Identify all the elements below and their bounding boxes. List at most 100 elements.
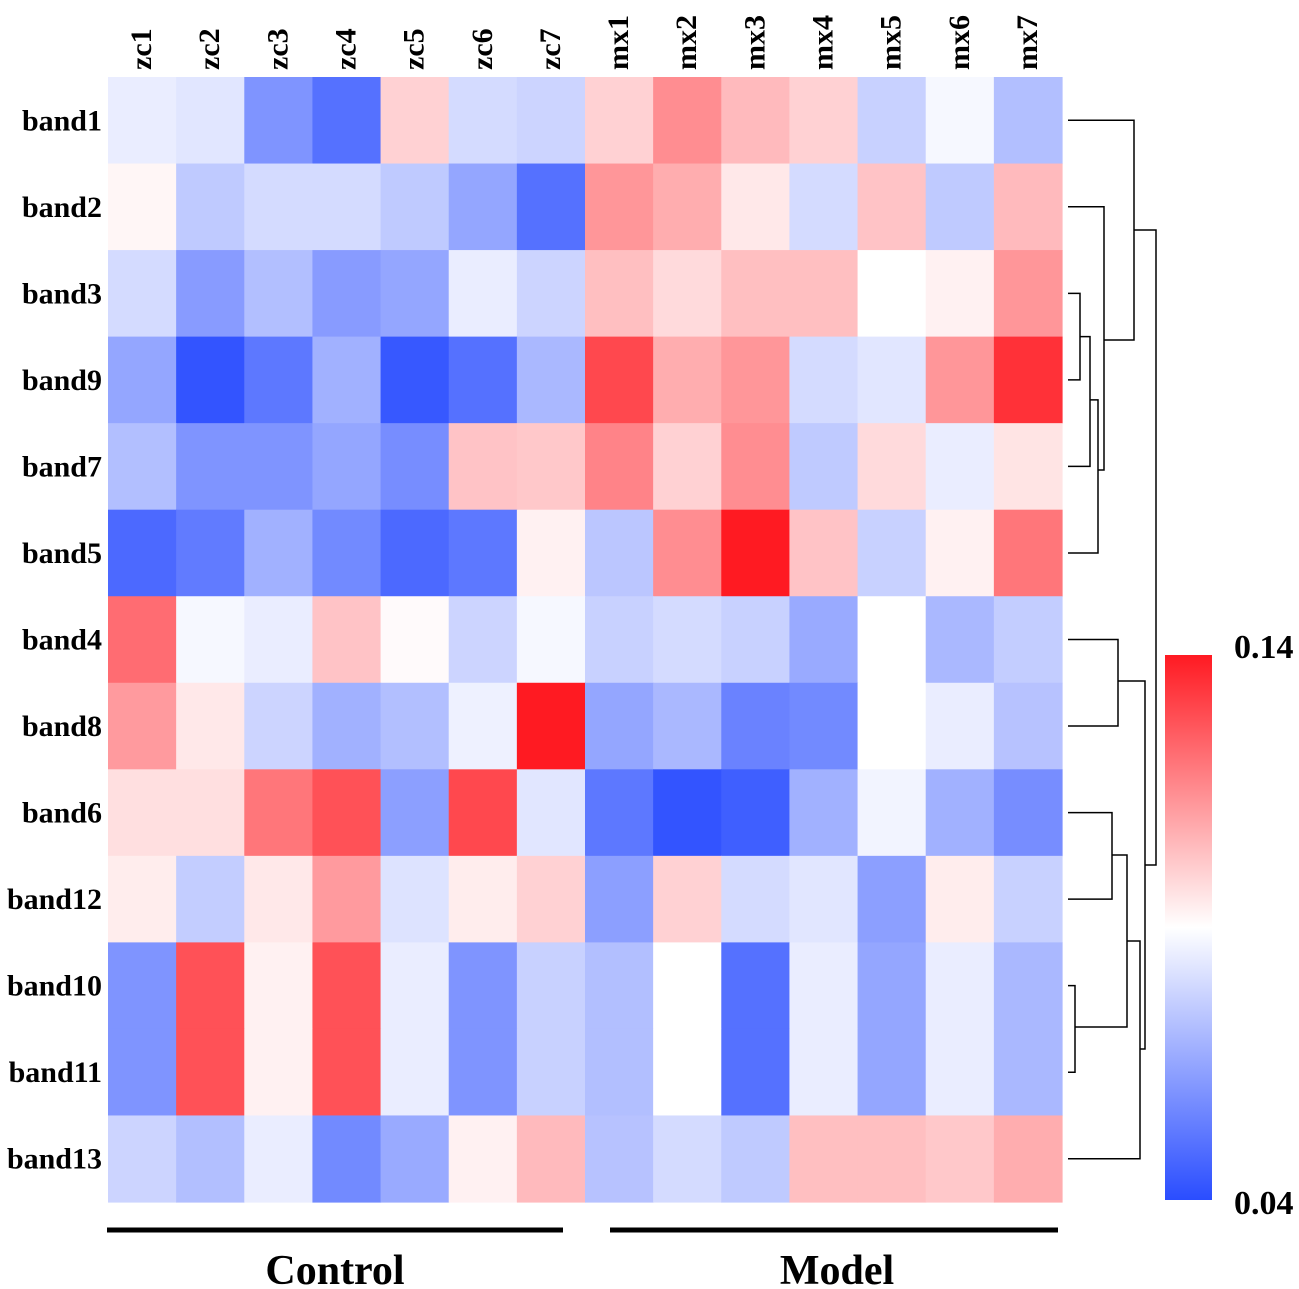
heatmap-cell-band13-zc4 xyxy=(312,1115,382,1203)
heatmap-cell-band4-zc7 xyxy=(516,596,586,684)
heatmap-cell-band2-zc4 xyxy=(312,163,382,251)
heatmap-cell-band10-zc5 xyxy=(380,942,450,1030)
dendrogram-branch xyxy=(1068,206,1105,471)
heatmap-cell-band3-mx3 xyxy=(721,250,791,338)
row-label: band4 xyxy=(22,624,102,657)
heatmap-cell-band7-zc2 xyxy=(176,423,245,511)
row-dendrogram xyxy=(1068,119,1157,1160)
heatmap-cell-band2-zc2 xyxy=(176,163,245,251)
heatmap-cell-band8-zc4 xyxy=(312,682,382,770)
heatmap-cell-band3-zc7 xyxy=(516,250,586,338)
heatmap-cell-band9-zc4 xyxy=(312,336,382,424)
heatmap-cells xyxy=(108,77,1063,1203)
heatmap-cell-band4-zc2 xyxy=(176,596,245,684)
heatmap-cell-band1-mx1 xyxy=(585,77,654,165)
heatmap-cell-band12-mx7 xyxy=(993,855,1063,943)
heatmap-cell-band5-mx1 xyxy=(585,509,654,597)
heatmap-cell-band13-mx7 xyxy=(993,1115,1063,1203)
heatmap-cell-band11-zc6 xyxy=(448,1028,518,1117)
heatmap-cell-band11-mx7 xyxy=(993,1028,1063,1117)
heatmap-cell-band2-zc7 xyxy=(516,163,586,251)
heatmap-cell-band9-zc3 xyxy=(244,336,314,424)
heatmap-cell-band10-mx4 xyxy=(789,942,859,1030)
group-label-model: Model xyxy=(780,1248,894,1289)
heatmap-cell-band6-zc2 xyxy=(176,769,245,857)
heatmap-cell-band4-mx3 xyxy=(721,596,791,684)
dendrogram-branch xyxy=(1068,335,1091,468)
heatmap-cell-band10-mx2 xyxy=(653,942,722,1030)
heatmap-cell-band13-mx1 xyxy=(585,1115,654,1203)
dendrogram-branch xyxy=(1134,229,1157,866)
heatmap-cell-band7-mx3 xyxy=(721,423,791,511)
heatmap-cell-band13-mx5 xyxy=(857,1115,927,1203)
dendrogram-branch xyxy=(1068,940,1141,1160)
heatmap-cell-band12-zc3 xyxy=(244,855,314,943)
heatmap-cell-band2-mx6 xyxy=(925,163,995,251)
heatmap-cell-band8-mx2 xyxy=(653,682,722,770)
heatmap-cell-band1-mx2 xyxy=(653,77,722,165)
heatmap-cell-band11-zc1 xyxy=(108,1028,177,1117)
heatmap-cell-band5-zc2 xyxy=(176,509,245,597)
column-label: zc7 xyxy=(534,28,567,70)
heatmap-cell-band4-zc3 xyxy=(244,596,314,684)
heatmap-cell-band9-mx1 xyxy=(585,336,654,424)
heatmap-cell-band1-mx6 xyxy=(925,77,995,165)
heatmap-cell-band2-mx5 xyxy=(857,163,927,251)
heatmap-cell-band2-mx3 xyxy=(721,163,791,251)
heatmap-cell-band3-mx5 xyxy=(857,250,927,338)
heatmap-cell-band7-zc4 xyxy=(312,423,382,511)
heatmap-cell-band12-zc6 xyxy=(448,855,518,943)
heatmap-cell-band8-mx5 xyxy=(857,682,927,770)
heatmap-cell-band8-zc6 xyxy=(448,682,518,770)
heatmap-cell-band12-zc1 xyxy=(108,855,177,943)
row-label: band7 xyxy=(22,450,102,483)
heatmap-cell-band7-zc5 xyxy=(380,423,450,511)
heatmap-cell-band5-zc1 xyxy=(108,509,177,597)
heatmap-cell-band11-zc5 xyxy=(380,1028,450,1117)
heatmap-cell-band2-zc5 xyxy=(380,163,450,251)
heatmap-cell-band8-zc2 xyxy=(176,682,245,770)
heatmap-cell-band9-mx3 xyxy=(721,336,791,424)
heatmap-cell-band13-zc6 xyxy=(448,1115,518,1203)
heatmap-cell-band4-mx2 xyxy=(653,596,722,684)
heatmap-cell-band1-zc3 xyxy=(244,77,314,165)
heatmap-cell-band6-mx3 xyxy=(721,769,791,857)
heatmap-cell-band4-zc1 xyxy=(108,596,177,684)
column-label: mx6 xyxy=(943,15,976,70)
heatmap-cell-band4-zc4 xyxy=(312,596,382,684)
heatmap-cell-band10-zc7 xyxy=(516,942,586,1030)
heatmap-cell-band9-zc7 xyxy=(516,336,586,424)
heatmap-cell-band6-zc4 xyxy=(312,769,382,857)
heatmap-cell-band3-mx6 xyxy=(925,250,995,338)
heatmap-cell-band5-mx6 xyxy=(925,509,995,597)
heatmap-cell-band13-mx2 xyxy=(653,1115,722,1203)
heatmap-cell-band4-mx6 xyxy=(925,596,995,684)
heatmap-cell-band3-mx7 xyxy=(993,250,1063,338)
row-label: band13 xyxy=(7,1143,102,1176)
heatmap-cell-band2-zc3 xyxy=(244,163,314,251)
heatmap-cell-band1-zc5 xyxy=(380,77,450,165)
row-label: band8 xyxy=(22,710,102,743)
heatmap-cell-band10-zc2 xyxy=(176,942,245,1030)
heatmap-cell-band2-mx1 xyxy=(585,163,654,251)
heatmap-cell-band6-mx7 xyxy=(993,769,1063,857)
heatmap-cell-band5-zc3 xyxy=(244,509,314,597)
heatmap-cell-band6-mx5 xyxy=(857,769,927,857)
heatmap-cell-band8-mx3 xyxy=(721,682,791,770)
heatmap-cell-band8-mx1 xyxy=(585,682,654,770)
group-label-control: Control xyxy=(265,1248,404,1289)
heatmap-cell-band2-zc1 xyxy=(108,163,177,251)
row-label: band10 xyxy=(7,970,102,1003)
row-labels: band1 band2 band3 band9 band7 band5 band4 band8… xyxy=(7,104,102,1175)
heatmap-cell-band3-zc4 xyxy=(312,250,382,338)
heatmap-cell-band13-zc7 xyxy=(516,1115,586,1203)
column-label: zc4 xyxy=(330,28,363,70)
heatmap-cell-band11-mx2 xyxy=(653,1028,722,1117)
dendrogram-branch xyxy=(1068,292,1081,381)
heatmap-cell-band7-mx2 xyxy=(653,423,722,511)
heatmap-cell-band3-mx1 xyxy=(585,250,654,338)
column-label: mx2 xyxy=(670,15,703,70)
heatmap-cell-band4-mx7 xyxy=(993,596,1063,684)
heatmap-cell-band3-zc6 xyxy=(448,250,518,338)
